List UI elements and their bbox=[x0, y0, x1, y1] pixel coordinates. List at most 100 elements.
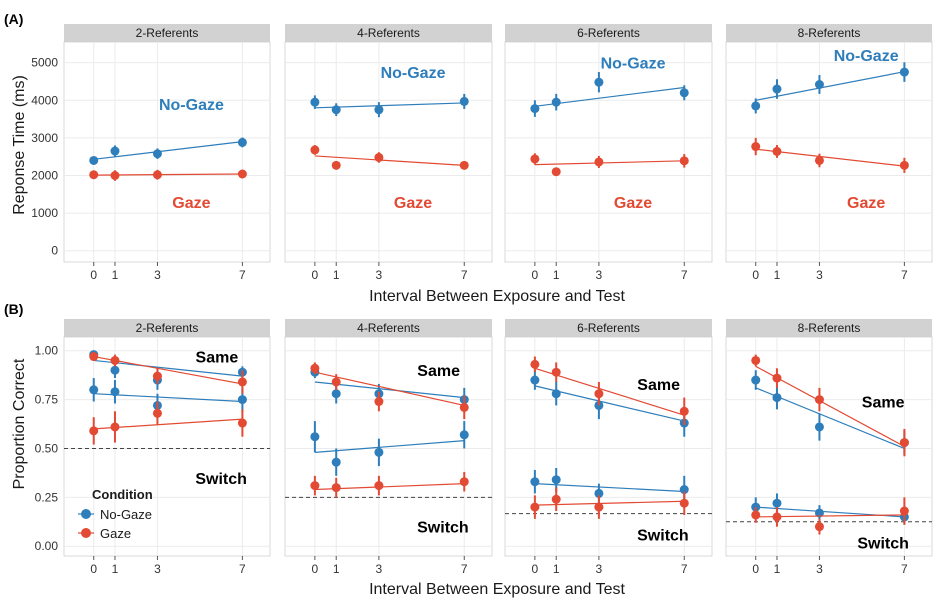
gaze-point bbox=[310, 145, 320, 155]
annotation-gaze: Gaze bbox=[614, 195, 652, 212]
no-gaze-point bbox=[551, 475, 561, 485]
annotation-gaze: Gaze bbox=[394, 195, 432, 212]
gaze-point bbox=[594, 389, 604, 399]
no-gaze-point bbox=[110, 146, 120, 156]
legend: Condition No-Gaze Gaze bbox=[78, 487, 153, 541]
facet-title: 4-Referents bbox=[357, 321, 420, 335]
no-gaze-point bbox=[530, 375, 540, 385]
panel-a-y-axis-title: Reponse Time (ms) bbox=[11, 75, 28, 215]
plot-area bbox=[504, 41, 713, 263]
no-gaze-fit-line bbox=[755, 71, 905, 101]
gaze-fit-line bbox=[534, 500, 685, 506]
x-tick-label: 7 bbox=[681, 562, 688, 576]
annotation-no-gaze: No-Gaze bbox=[159, 97, 224, 114]
facet-b-2: 4-Referents 0 1 3 7 Same Switch bbox=[284, 319, 493, 576]
no-gaze-point bbox=[814, 508, 824, 518]
gaze-point bbox=[530, 154, 540, 164]
gaze-point bbox=[772, 373, 782, 383]
no-gaze-fit-line bbox=[534, 483, 685, 493]
x-tick-label: 0 bbox=[532, 268, 539, 282]
no-gaze-point bbox=[530, 477, 540, 487]
no-gaze-point bbox=[310, 97, 320, 107]
no-gaze-point bbox=[374, 447, 384, 457]
no-gaze-fit-line bbox=[93, 141, 243, 160]
x-tick-label: 1 bbox=[774, 562, 781, 576]
x-tick-label: 3 bbox=[816, 562, 823, 576]
y-tick-label: 0 bbox=[51, 244, 58, 258]
gaze-point bbox=[89, 170, 99, 180]
gaze-point bbox=[152, 170, 162, 180]
facet-strip bbox=[726, 319, 932, 337]
gaze-point bbox=[459, 402, 469, 412]
x-tick-label: 0 bbox=[312, 268, 319, 282]
facet-a-4: 8-Referents 0 1 3 7 No-Gaze Gaze bbox=[725, 24, 933, 282]
no-gaze-point bbox=[751, 101, 761, 111]
no-gaze-point bbox=[772, 84, 782, 94]
facet-strip bbox=[505, 319, 712, 337]
x-tick-label: 0 bbox=[752, 562, 759, 576]
no-gaze-point bbox=[310, 432, 320, 442]
x-tick-label: 3 bbox=[596, 562, 603, 576]
annotation-gaze: Gaze bbox=[172, 195, 210, 212]
x-tick-label: 1 bbox=[774, 268, 781, 282]
facet-title: 6-Referents bbox=[577, 321, 640, 335]
x-tick-label: 0 bbox=[752, 268, 759, 282]
gaze-point bbox=[814, 395, 824, 405]
gaze-point bbox=[814, 155, 824, 165]
gaze-point bbox=[751, 142, 761, 152]
facet-strip bbox=[285, 319, 492, 337]
y-tick-label: 0.00 bbox=[35, 539, 59, 553]
gaze-point bbox=[89, 352, 99, 362]
gaze-point bbox=[772, 146, 782, 156]
no-gaze-fit-line bbox=[314, 440, 465, 453]
no-gaze-point bbox=[110, 365, 120, 375]
no-gaze-point bbox=[530, 104, 540, 114]
annotation-switch: Switch bbox=[857, 535, 909, 552]
no-gaze-point bbox=[551, 389, 561, 399]
x-tick-label: 7 bbox=[461, 562, 468, 576]
y-tick-label: 3000 bbox=[31, 131, 58, 145]
gaze-point bbox=[110, 422, 120, 432]
facet-strip bbox=[64, 319, 270, 337]
x-tick-label: 7 bbox=[239, 268, 246, 282]
y-tick-label: 0.25 bbox=[35, 490, 59, 504]
gaze-point bbox=[152, 408, 162, 418]
gaze-point bbox=[814, 522, 824, 532]
no-gaze-point bbox=[679, 485, 689, 495]
gaze-point bbox=[237, 377, 247, 387]
gaze-point bbox=[594, 157, 604, 167]
gaze-point bbox=[751, 355, 761, 365]
y-tick-label: 0.50 bbox=[35, 441, 59, 455]
facet-strip bbox=[285, 24, 492, 42]
annotation-same: Same bbox=[196, 350, 239, 367]
no-gaze-point bbox=[374, 105, 384, 115]
no-gaze-point bbox=[152, 149, 162, 159]
facet-title: 4-Referents bbox=[357, 26, 420, 40]
plot-area bbox=[725, 336, 933, 557]
gaze-point bbox=[459, 160, 469, 170]
annotation-no-gaze: No-Gaze bbox=[834, 48, 899, 65]
gaze-point bbox=[899, 438, 909, 448]
gaze-fit-line bbox=[314, 371, 465, 407]
no-gaze-point bbox=[89, 155, 99, 165]
no-gaze-point bbox=[814, 79, 824, 89]
gaze-fit-line bbox=[314, 155, 465, 166]
panel-b-x-axis-title: Interval Between Exposure and Test bbox=[369, 581, 625, 598]
facet-title: 2-Referents bbox=[136, 321, 199, 335]
gaze-point bbox=[237, 169, 247, 179]
gaze-point bbox=[374, 481, 384, 491]
gaze-point bbox=[331, 377, 341, 387]
x-tick-label: 7 bbox=[239, 562, 246, 576]
no-gaze-point bbox=[331, 389, 341, 399]
annotation-no-gaze: No-Gaze bbox=[601, 56, 666, 73]
x-tick-label: 1 bbox=[333, 562, 340, 576]
legend-title: Condition bbox=[92, 487, 153, 502]
gaze-point bbox=[110, 355, 120, 365]
gaze-point bbox=[772, 512, 782, 522]
x-tick-label: 7 bbox=[901, 268, 908, 282]
gaze-point bbox=[551, 494, 561, 504]
gaze-point bbox=[331, 483, 341, 493]
no-gaze-point bbox=[331, 105, 341, 115]
